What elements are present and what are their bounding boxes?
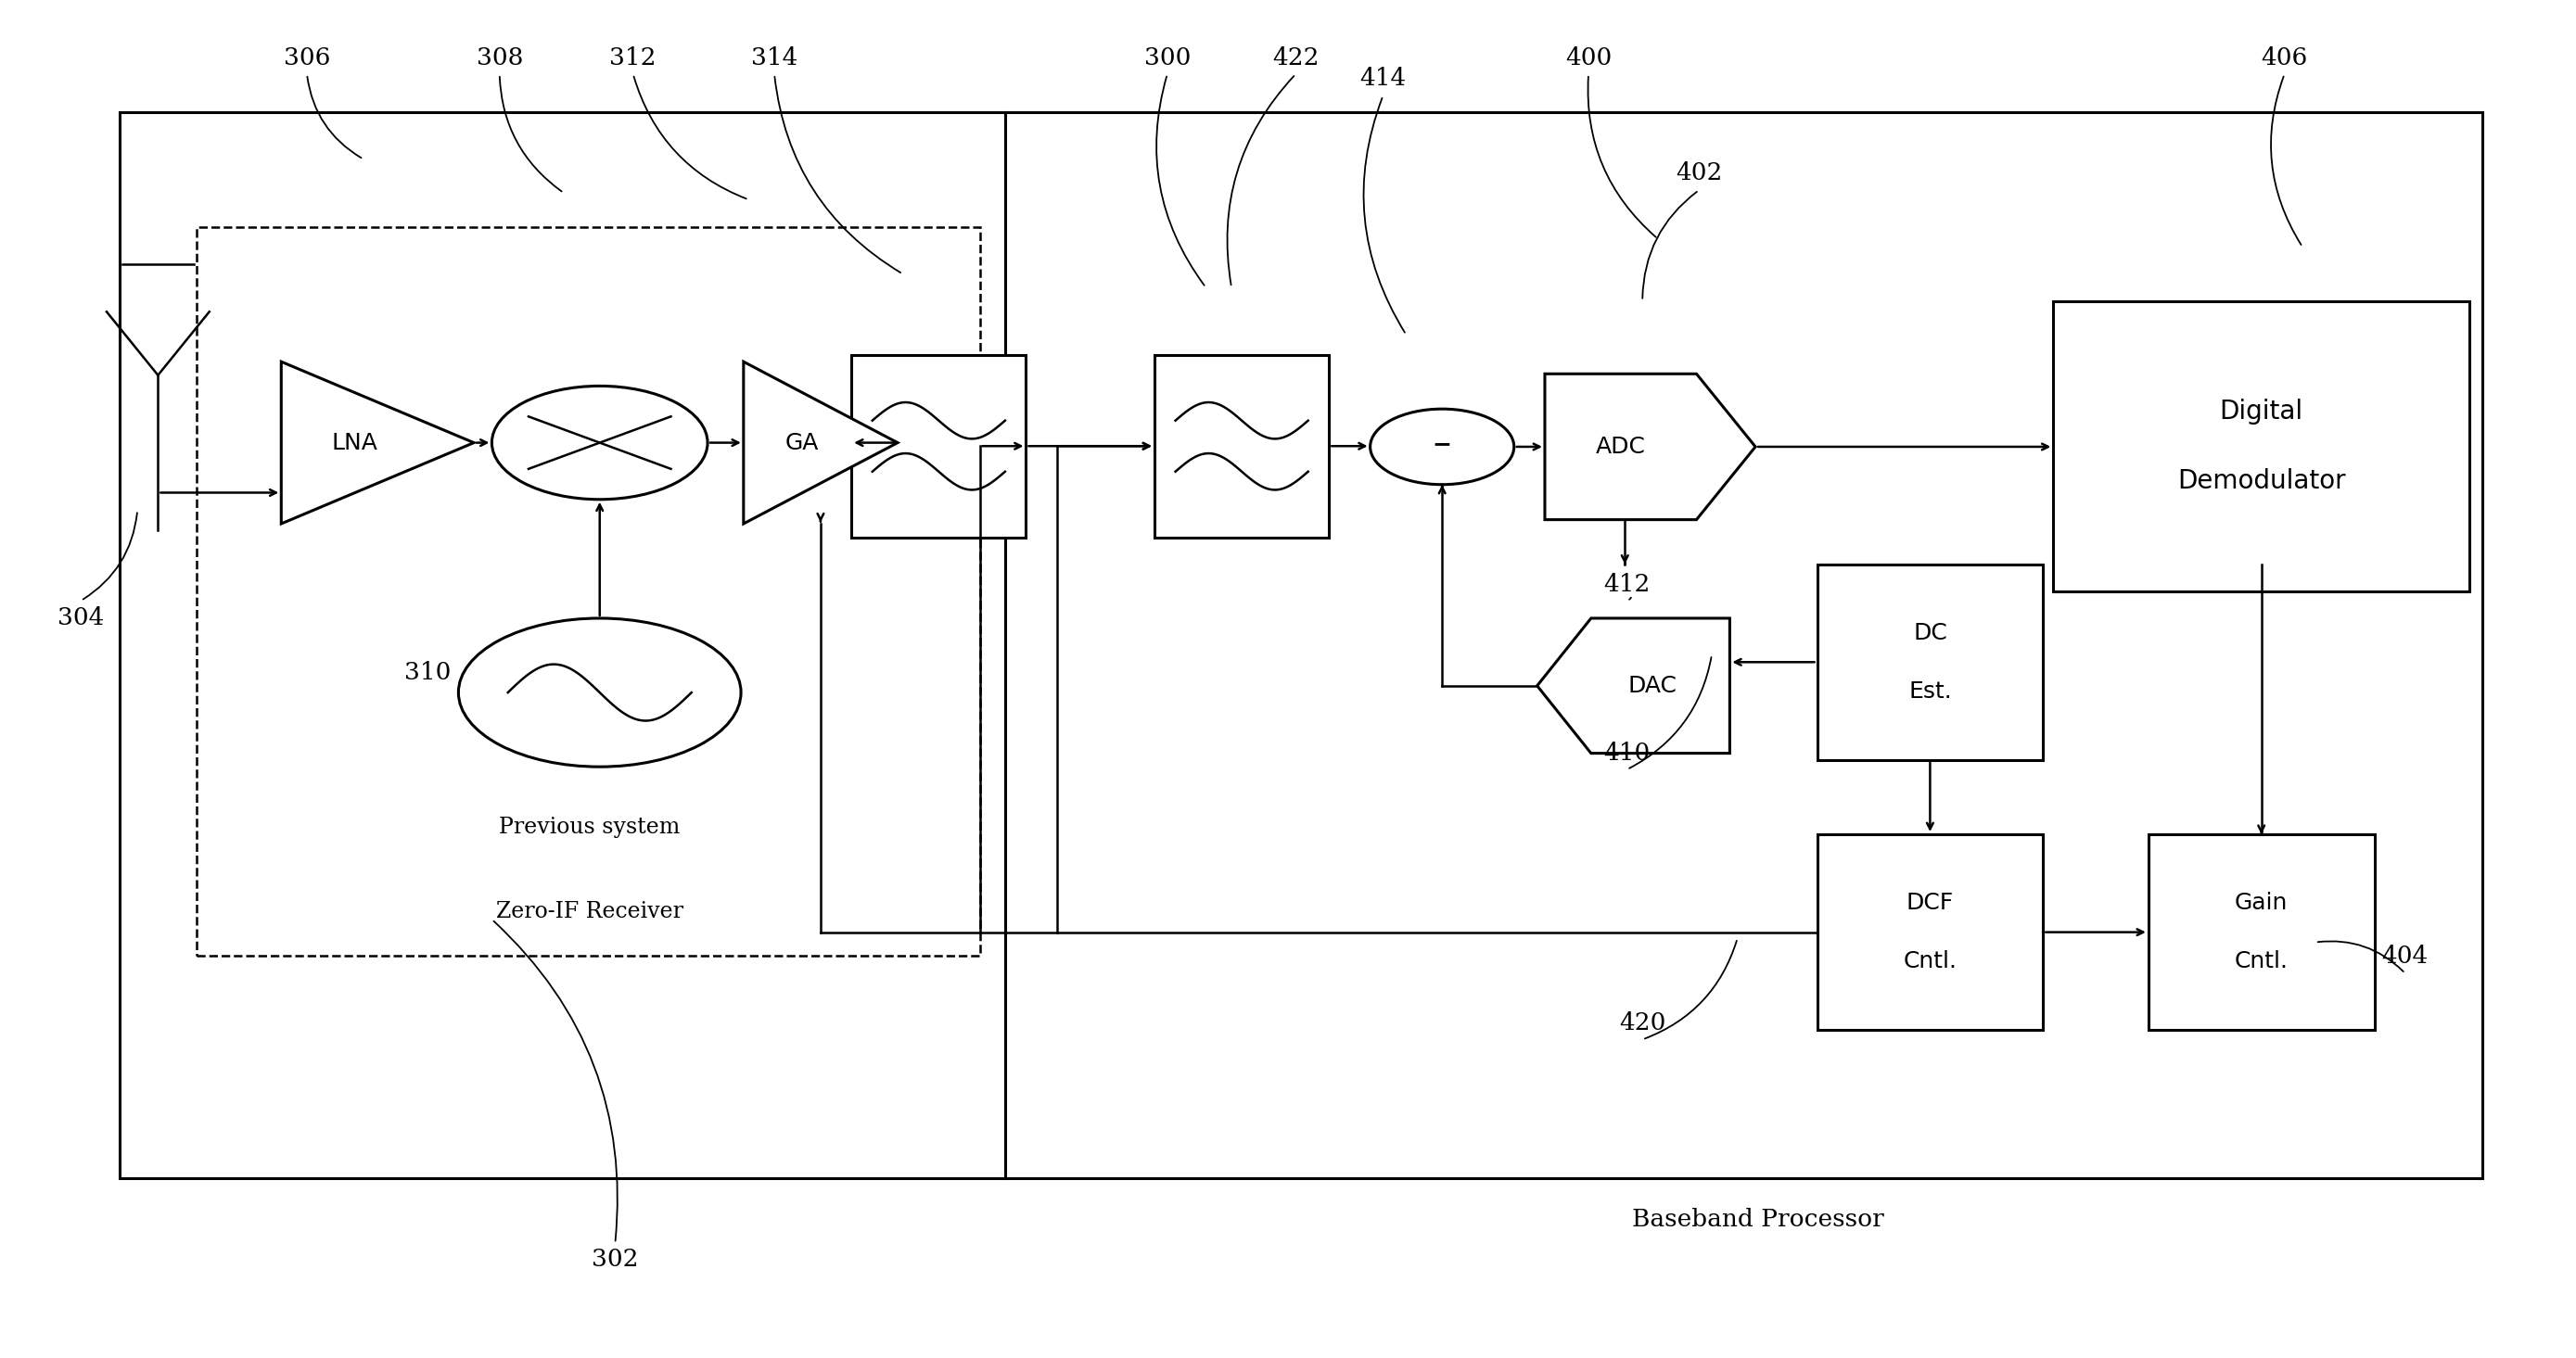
Text: 410: 410 xyxy=(1605,741,1651,765)
Text: DAC: DAC xyxy=(1628,675,1677,697)
Bar xyxy=(1816,564,2043,760)
Polygon shape xyxy=(1538,618,1728,754)
Text: 404: 404 xyxy=(2383,944,2429,967)
Bar xyxy=(2053,301,2470,591)
Text: GA: GA xyxy=(786,432,819,454)
Bar xyxy=(1154,354,1329,538)
Text: 402: 402 xyxy=(1674,162,1723,185)
Bar xyxy=(853,354,1025,538)
Text: 302: 302 xyxy=(592,1248,639,1271)
Bar xyxy=(196,227,979,956)
Text: Est.: Est. xyxy=(1909,680,1953,702)
Text: ADC: ADC xyxy=(1595,436,1646,458)
Bar xyxy=(2148,834,2375,1031)
Polygon shape xyxy=(281,361,474,524)
Text: 422: 422 xyxy=(1273,46,1319,69)
Bar xyxy=(1816,834,2043,1031)
Polygon shape xyxy=(744,361,896,524)
Text: −: − xyxy=(1432,433,1453,455)
Text: Demodulator: Demodulator xyxy=(2177,469,2347,494)
Text: Zero-IF Receiver: Zero-IF Receiver xyxy=(495,900,683,922)
Text: 414: 414 xyxy=(1360,67,1406,90)
Text: Previous system: Previous system xyxy=(500,818,680,838)
Text: 310: 310 xyxy=(404,660,451,684)
Text: DCF: DCF xyxy=(1906,892,1953,914)
Polygon shape xyxy=(1546,373,1754,520)
Text: LNA: LNA xyxy=(332,432,379,454)
Text: 304: 304 xyxy=(57,607,103,630)
Text: DC: DC xyxy=(1914,622,1947,644)
Text: 308: 308 xyxy=(477,46,523,69)
Bar xyxy=(118,111,1005,1179)
Text: Baseband Processor: Baseband Processor xyxy=(1633,1207,1883,1230)
Text: 306: 306 xyxy=(283,46,330,69)
Text: 400: 400 xyxy=(1566,46,1613,69)
Text: 314: 314 xyxy=(752,46,799,69)
Text: Cntl.: Cntl. xyxy=(2233,951,2287,972)
Text: Cntl.: Cntl. xyxy=(1904,951,1958,972)
Text: 312: 312 xyxy=(611,46,657,69)
Text: Digital: Digital xyxy=(2221,398,2303,424)
Text: Gain: Gain xyxy=(2236,892,2287,914)
Text: 412: 412 xyxy=(1605,573,1651,596)
Bar xyxy=(1005,111,2483,1179)
Text: 420: 420 xyxy=(1620,1012,1667,1035)
Text: 406: 406 xyxy=(2262,46,2308,69)
Text: 300: 300 xyxy=(1144,46,1190,69)
